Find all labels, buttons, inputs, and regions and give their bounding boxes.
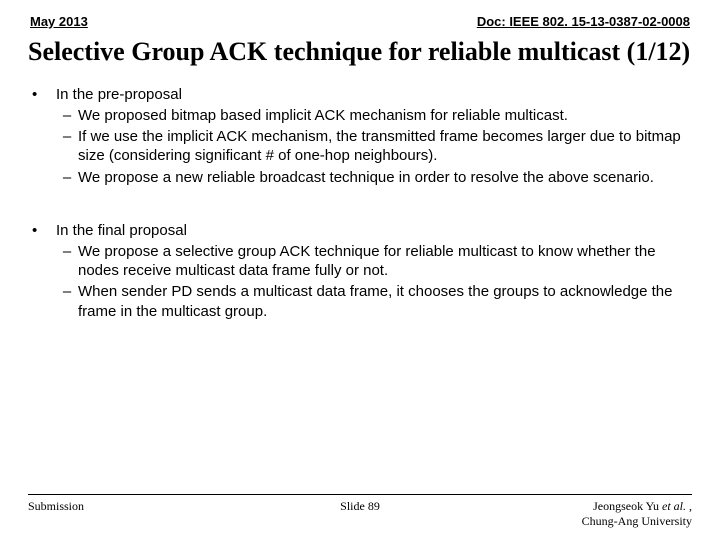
bullet-lead-text: In the pre-proposal xyxy=(56,85,692,104)
dash-marker: – xyxy=(56,127,78,165)
dash-marker: – xyxy=(56,242,78,280)
sub-bullet: – We propose a selective group ACK techn… xyxy=(56,242,692,280)
bullet-level-1: • In the final proposal – We propose a s… xyxy=(28,221,692,321)
sub-bullet-text: We propose a new reliable broadcast tech… xyxy=(78,168,692,187)
slide-title: Selective Group ACK technique for reliab… xyxy=(28,37,692,67)
sub-bullet-text: When sender PD sends a multicast data fr… xyxy=(78,282,692,320)
sub-bullet: – When sender PD sends a multicast data … xyxy=(56,282,692,320)
sub-bullet: – We propose a new reliable broadcast te… xyxy=(56,168,692,187)
slide-body: • In the pre-proposal – We proposed bitm… xyxy=(28,85,692,321)
sub-bullet: – We proposed bitmap based implicit ACK … xyxy=(56,106,692,125)
slide-footer: Submission Slide 89 Jeongseok Yu et al. … xyxy=(28,494,692,528)
bullet-body: In the pre-proposal – We proposed bitmap… xyxy=(56,85,692,187)
sub-bullet-text: We propose a selective group ACK techniq… xyxy=(78,242,692,280)
dash-marker: – xyxy=(56,282,78,320)
dash-marker: – xyxy=(56,106,78,125)
bullet-lead-text: In the final proposal xyxy=(56,221,692,240)
slide-page: May 2013 Doc: IEEE 802. 15-13-0387-02-00… xyxy=(0,0,720,540)
bullet-level-1: • In the pre-proposal – We proposed bitm… xyxy=(28,85,692,187)
bullet-body: In the final proposal – We propose a sel… xyxy=(56,221,692,321)
footer-slide-number: Slide 89 xyxy=(28,499,692,514)
bullet-marker: • xyxy=(28,85,56,187)
bullet-group: • In the pre-proposal – We proposed bitm… xyxy=(28,85,692,187)
header-doc-number: Doc: IEEE 802. 15-13-0387-02-0008 xyxy=(477,14,690,29)
sub-bullet-text: We proposed bitmap based implicit ACK me… xyxy=(78,106,692,125)
slide-header: May 2013 Doc: IEEE 802. 15-13-0387-02-00… xyxy=(28,14,692,31)
sub-bullet: – If we use the implicit ACK mechanism, … xyxy=(56,127,692,165)
dash-marker: – xyxy=(56,168,78,187)
bullet-group: • In the final proposal – We propose a s… xyxy=(28,221,692,321)
footer-affiliation: Chung-Ang University xyxy=(582,514,692,528)
header-date: May 2013 xyxy=(30,14,88,29)
bullet-marker: • xyxy=(28,221,56,321)
sub-bullet-text: If we use the implicit ACK mechanism, th… xyxy=(78,127,692,165)
